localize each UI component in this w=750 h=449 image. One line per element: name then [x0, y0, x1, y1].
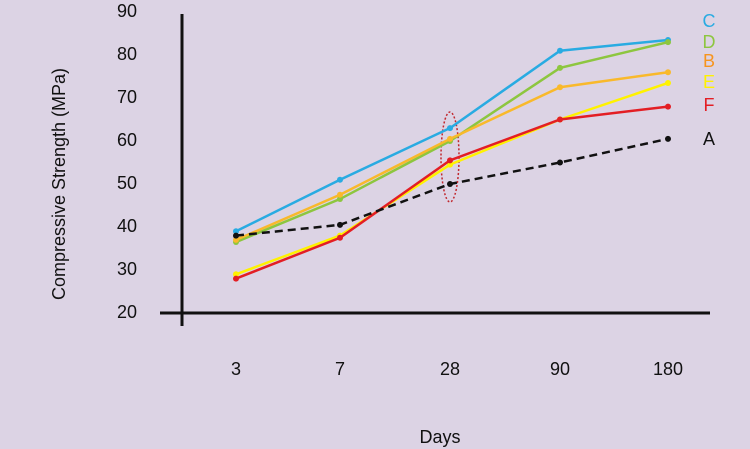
y-tick-label: 90: [117, 1, 137, 21]
data-point: [665, 79, 671, 86]
y-tick-label: 30: [117, 259, 137, 279]
data-point: [233, 275, 239, 282]
y-tick-label: 70: [117, 87, 137, 107]
legend-label: F: [704, 95, 715, 115]
data-point: [447, 135, 453, 142]
data-point: [447, 157, 453, 164]
data-point: [337, 221, 343, 228]
legend-label: C: [703, 11, 716, 31]
data-point: [337, 176, 343, 183]
legend-label: E: [703, 72, 715, 92]
legend-label: B: [703, 51, 715, 71]
data-point: [447, 161, 453, 168]
data-point: [557, 64, 563, 71]
data-point: [665, 103, 671, 110]
x-tick-label: 28: [440, 359, 460, 379]
y-tick-label: 20: [117, 302, 137, 322]
y-tick-label: 50: [117, 173, 137, 193]
data-point: [337, 191, 343, 198]
x-tick-label: 3: [231, 359, 241, 379]
y-tick-label: 60: [117, 130, 137, 150]
data-point: [665, 69, 671, 76]
data-point: [557, 159, 563, 166]
x-tick-label: 180: [653, 359, 683, 379]
data-point: [447, 181, 453, 187]
data-point: [233, 228, 239, 235]
data-point: [665, 135, 671, 142]
data-point: [233, 271, 239, 278]
legend-label: A: [703, 129, 715, 149]
x-tick-label: 90: [550, 359, 570, 379]
y-axis-label: Compressive Strength (MPa): [49, 68, 69, 300]
data-point: [557, 47, 563, 54]
data-point: [233, 236, 239, 243]
x-tick-label: 7: [335, 359, 345, 379]
data-point: [447, 125, 453, 132]
legend-label: D: [703, 32, 716, 52]
y-tick-label: 40: [117, 216, 137, 236]
data-point: [557, 116, 563, 123]
data-point: [557, 84, 563, 91]
data-point: [337, 196, 343, 203]
x-axis-label: Days: [419, 427, 460, 447]
y-tick-label: 80: [117, 44, 137, 64]
data-point: [337, 234, 343, 241]
data-point: [233, 232, 239, 239]
data-point: [665, 39, 671, 46]
